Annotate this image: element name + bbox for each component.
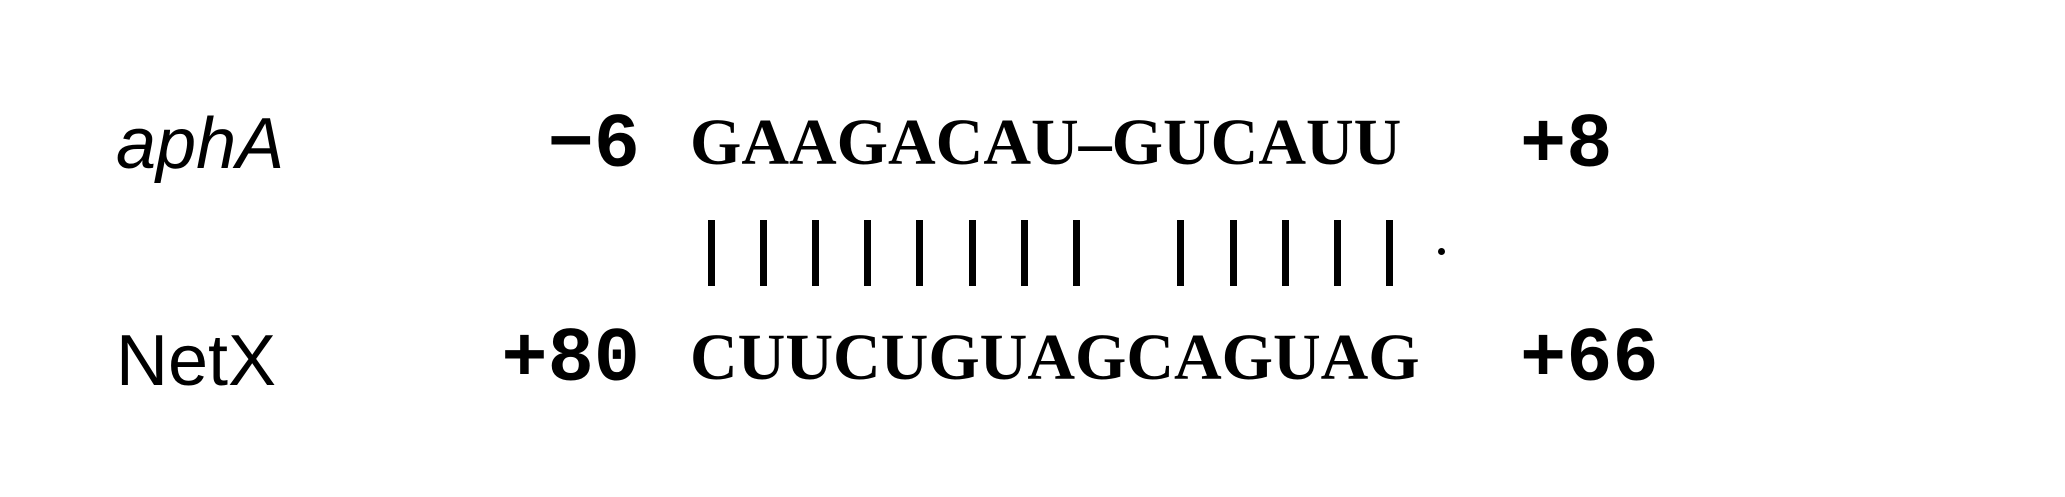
pair-line <box>864 220 872 286</box>
top-strand-sequence: GAAGACAU–GUCAUU <box>690 106 1402 179</box>
top-strand-end-coord: +8 <box>1520 103 1613 190</box>
pair-dot <box>1438 248 1446 255</box>
bottom-strand-sequence: CUUCUGUAGCAGUAG <box>690 321 1420 394</box>
pair-line <box>1177 220 1185 286</box>
bottom-strand-start-coord: +80 <box>501 317 640 404</box>
pair-line <box>1386 220 1394 286</box>
pair-line <box>968 220 976 286</box>
bottom-strand-end-coord: +66 <box>1520 317 1659 404</box>
pair-line <box>759 220 767 286</box>
pair-line <box>707 220 715 286</box>
pair-line <box>1072 220 1080 286</box>
top-strand-start-coord: −6 <box>547 103 640 190</box>
pair-line <box>1281 220 1289 286</box>
pair-line <box>1333 220 1341 286</box>
pair-line <box>916 220 924 286</box>
pair-line <box>811 220 819 286</box>
pair-line <box>1229 220 1237 286</box>
top-strand-name: aphA <box>116 104 285 184</box>
bottom-strand-name: NetX <box>116 321 277 401</box>
pair-line <box>1020 220 1028 286</box>
